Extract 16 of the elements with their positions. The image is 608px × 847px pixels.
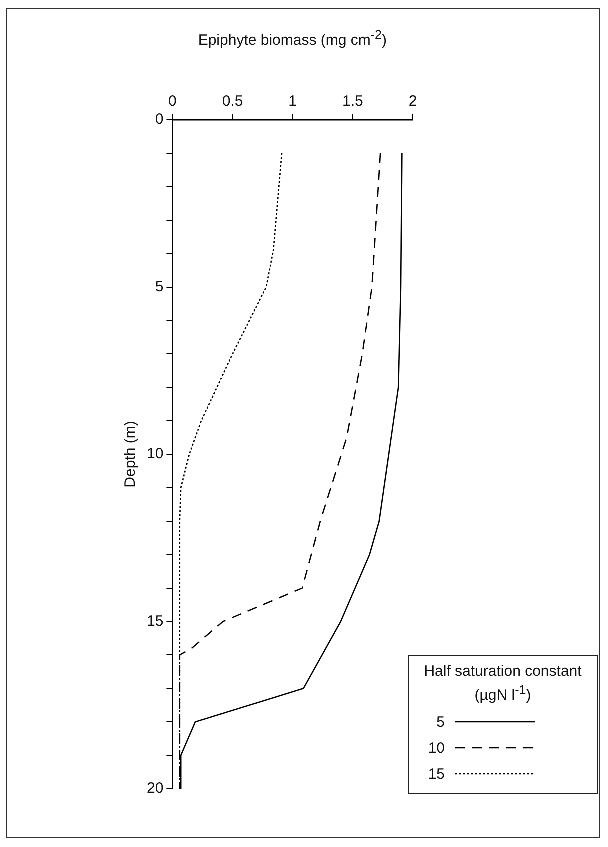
- y-tick-label: 15: [146, 612, 164, 630]
- y-tick-label: 10: [146, 446, 164, 463]
- x-tick-label: 2: [408, 93, 418, 110]
- x-tick-label: 1: [288, 93, 298, 110]
- x-axis-title: Epiphyte biomass (mg cm$^{-2}$): [198, 28, 388, 49]
- text: 5: [436, 714, 445, 730]
- legend-title: Half saturation constant (µgN l$^{-1}$): [423, 662, 583, 705]
- y-axis-title: Depth (m): [122, 421, 140, 488]
- text: 15: [427, 766, 445, 782]
- y-tick-label: 5: [155, 278, 164, 296]
- x-tick-label: 0: [168, 93, 177, 110]
- y-tick-label: 20: [146, 780, 164, 798]
- text: 10: [427, 740, 445, 756]
- y-tick-label: 0: [155, 111, 164, 128]
- x-tick-label: 1.5: [342, 93, 364, 110]
- x-tick-label: 0.5: [222, 93, 244, 110]
